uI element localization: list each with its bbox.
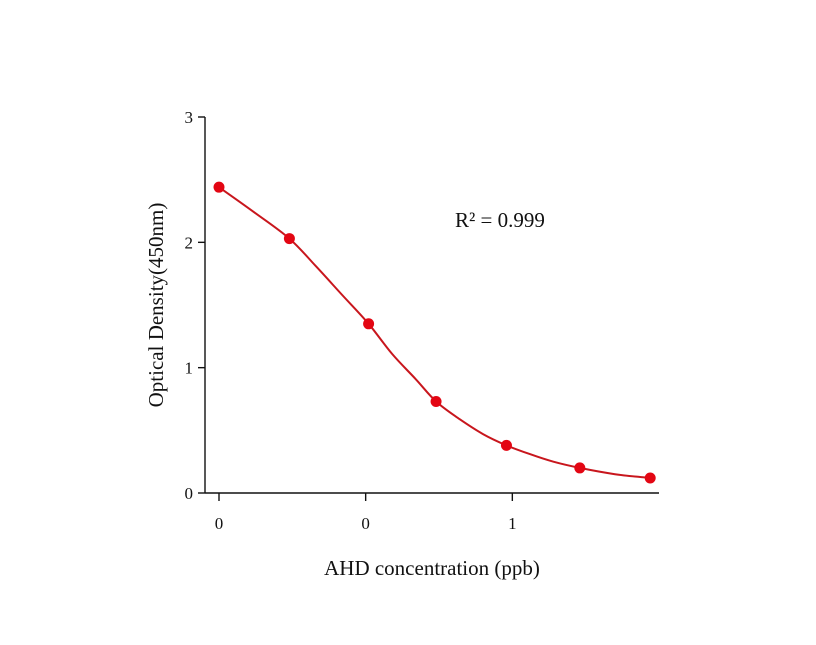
series-layer <box>213 181 656 484</box>
x-axis-ticks: 0 0 1 <box>215 493 517 533</box>
x-axis-label: AHD concentration (ppb) <box>324 556 540 580</box>
y-axis-ticks: 0 1 2 3 <box>185 108 205 503</box>
y-tick-label: 0 <box>185 484 194 503</box>
fitted-curve-line <box>218 186 651 479</box>
data-point-marker <box>213 181 225 193</box>
y-tick-label: 2 <box>185 233 194 252</box>
x-tick-label: 0 <box>361 514 370 533</box>
y-tick-label: 1 <box>185 359 194 378</box>
y-tick-label: 3 <box>185 108 194 127</box>
data-point-marker <box>283 233 295 245</box>
data-point-marker <box>430 396 442 408</box>
data-point-marker <box>644 472 656 484</box>
y-axis-label: Optical Density(450nm) <box>144 203 168 408</box>
r-squared-annotation: R² = 0.999 <box>455 208 545 232</box>
x-tick-label: 1 <box>508 514 517 533</box>
x-tick-label: 0 <box>215 514 224 533</box>
data-point-marker <box>574 462 586 474</box>
axes <box>204 117 659 494</box>
data-point-marker <box>363 318 375 330</box>
data-point-marker <box>500 439 512 451</box>
